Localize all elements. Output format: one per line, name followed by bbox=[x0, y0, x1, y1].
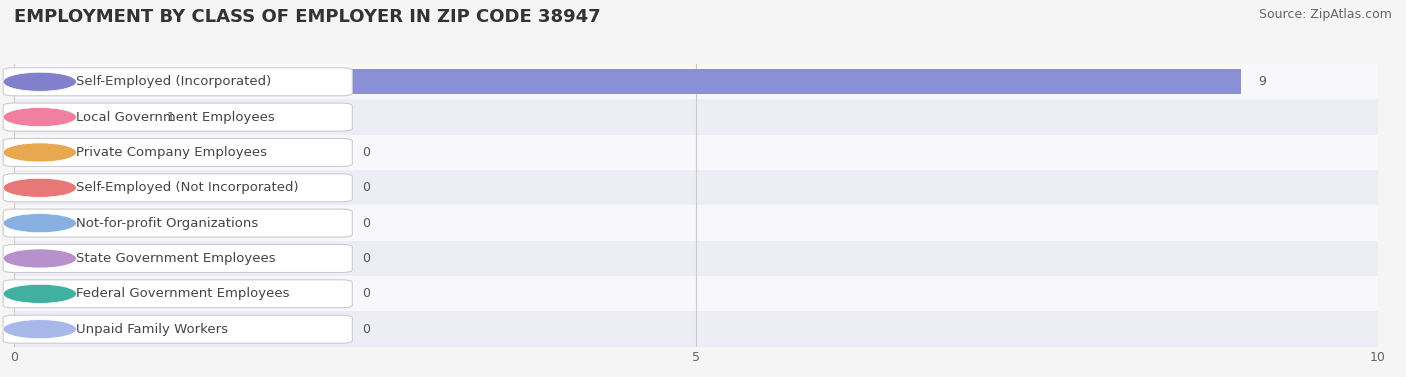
Text: 0: 0 bbox=[361, 217, 370, 230]
Text: Federal Government Employees: Federal Government Employees bbox=[76, 287, 290, 300]
Text: Not-for-profit Organizations: Not-for-profit Organizations bbox=[76, 217, 259, 230]
Text: 0: 0 bbox=[361, 252, 370, 265]
Circle shape bbox=[3, 249, 76, 268]
Circle shape bbox=[3, 143, 76, 162]
FancyBboxPatch shape bbox=[3, 280, 353, 308]
Circle shape bbox=[3, 284, 76, 303]
Bar bbox=[14, 64, 1378, 100]
Bar bbox=[14, 241, 1378, 276]
FancyBboxPatch shape bbox=[3, 138, 353, 167]
Bar bbox=[14, 276, 1378, 311]
Circle shape bbox=[3, 107, 76, 127]
Bar bbox=[14, 311, 1378, 347]
Text: Self-Employed (Incorporated): Self-Employed (Incorporated) bbox=[76, 75, 271, 88]
Bar bbox=[14, 104, 150, 130]
Circle shape bbox=[3, 178, 76, 197]
Text: EMPLOYMENT BY CLASS OF EMPLOYER IN ZIP CODE 38947: EMPLOYMENT BY CLASS OF EMPLOYER IN ZIP C… bbox=[14, 8, 600, 26]
Circle shape bbox=[3, 72, 76, 91]
Text: Private Company Employees: Private Company Employees bbox=[76, 146, 267, 159]
FancyBboxPatch shape bbox=[3, 174, 353, 202]
Text: 0: 0 bbox=[361, 287, 370, 300]
Bar bbox=[14, 135, 1378, 170]
Text: Self-Employed (Not Incorporated): Self-Employed (Not Incorporated) bbox=[76, 181, 298, 194]
Bar bbox=[14, 100, 1378, 135]
Text: Local Government Employees: Local Government Employees bbox=[76, 110, 274, 124]
FancyBboxPatch shape bbox=[3, 68, 353, 96]
Text: 9: 9 bbox=[1258, 75, 1265, 88]
Bar bbox=[14, 69, 1241, 95]
Text: 0: 0 bbox=[361, 181, 370, 194]
Text: Source: ZipAtlas.com: Source: ZipAtlas.com bbox=[1258, 8, 1392, 20]
FancyBboxPatch shape bbox=[3, 209, 353, 237]
Text: State Government Employees: State Government Employees bbox=[76, 252, 276, 265]
Bar bbox=[14, 205, 1378, 241]
Circle shape bbox=[3, 320, 76, 339]
Circle shape bbox=[3, 214, 76, 233]
FancyBboxPatch shape bbox=[3, 315, 353, 343]
Bar bbox=[14, 170, 1378, 205]
FancyBboxPatch shape bbox=[3, 103, 353, 131]
Text: 0: 0 bbox=[361, 323, 370, 336]
Text: 0: 0 bbox=[361, 146, 370, 159]
Text: Unpaid Family Workers: Unpaid Family Workers bbox=[76, 323, 228, 336]
FancyBboxPatch shape bbox=[3, 244, 353, 273]
Text: 1: 1 bbox=[167, 110, 174, 124]
